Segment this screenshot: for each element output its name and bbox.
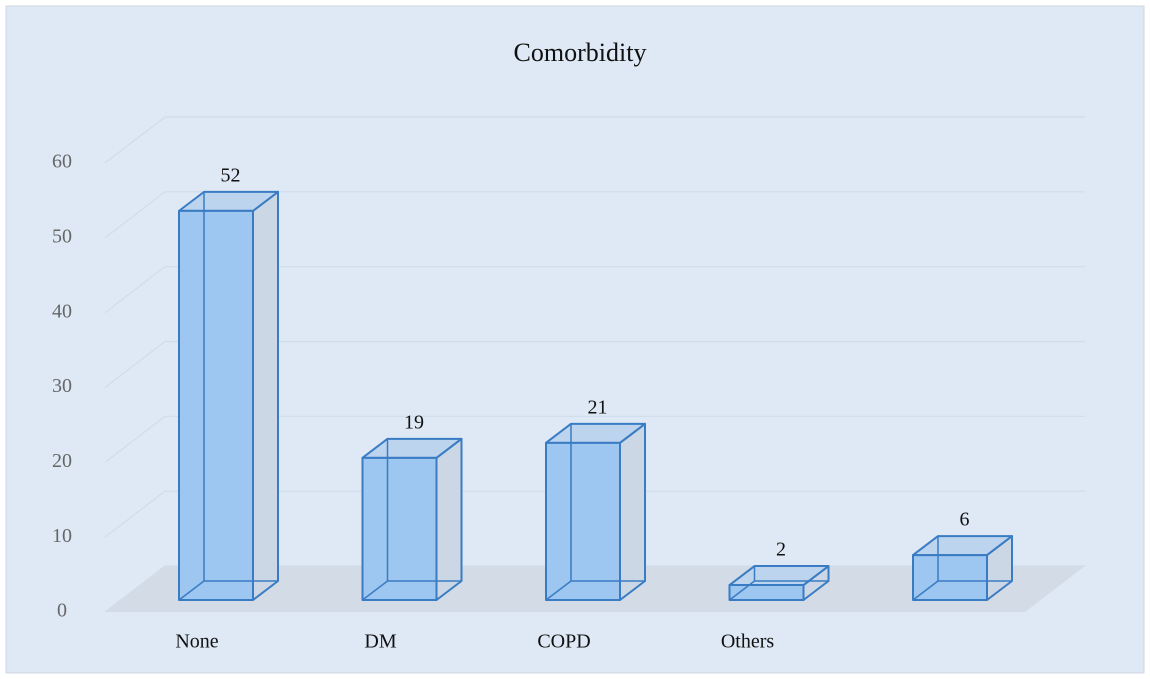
bar-face bbox=[178, 580, 205, 601]
grid-line-wall bbox=[104, 116, 166, 164]
grid-line-wall bbox=[104, 490, 166, 538]
x-tick-label: Others bbox=[721, 631, 775, 653]
y-tick-label: 20 bbox=[52, 450, 72, 472]
grid-line-wall bbox=[104, 415, 166, 463]
grid-line-wall bbox=[104, 266, 166, 314]
bar-face bbox=[361, 456, 438, 602]
bar bbox=[728, 565, 830, 601]
bar bbox=[545, 422, 646, 601]
y-tick-label: 10 bbox=[52, 525, 72, 547]
y-tick-label: 0 bbox=[57, 600, 67, 622]
bar-face bbox=[545, 441, 621, 601]
value-label: 6 bbox=[960, 509, 970, 531]
bar bbox=[178, 190, 279, 601]
grid-line-wall bbox=[104, 341, 166, 388]
value-label: 52 bbox=[221, 164, 241, 186]
chart-title: Comorbidity bbox=[514, 38, 647, 67]
y-tick-label: 30 bbox=[52, 375, 72, 397]
y-tick-label: 40 bbox=[52, 300, 72, 322]
x-tick-label: COPD bbox=[537, 631, 590, 653]
bar-face bbox=[545, 580, 572, 601]
bar-face bbox=[912, 554, 988, 601]
bar-face bbox=[912, 580, 939, 601]
bar-face bbox=[435, 437, 463, 601]
value-label: 2 bbox=[776, 539, 786, 561]
bar-face bbox=[619, 422, 646, 601]
y-tick-label: 60 bbox=[52, 151, 72, 173]
grid-line-wall bbox=[104, 565, 166, 613]
value-label: 19 bbox=[404, 411, 424, 433]
value-label: 21 bbox=[588, 396, 608, 418]
bar-face bbox=[728, 584, 805, 601]
bar-face bbox=[252, 190, 279, 601]
bar bbox=[912, 535, 1013, 601]
x-tick-label: None bbox=[175, 631, 218, 653]
bar-face bbox=[178, 209, 254, 601]
bar bbox=[361, 437, 463, 602]
y-tick-label: 50 bbox=[52, 225, 72, 247]
bar-face bbox=[729, 580, 755, 601]
x-tick-label: DM bbox=[364, 631, 396, 653]
grid-line-wall bbox=[104, 191, 166, 239]
bar-face bbox=[362, 580, 388, 601]
